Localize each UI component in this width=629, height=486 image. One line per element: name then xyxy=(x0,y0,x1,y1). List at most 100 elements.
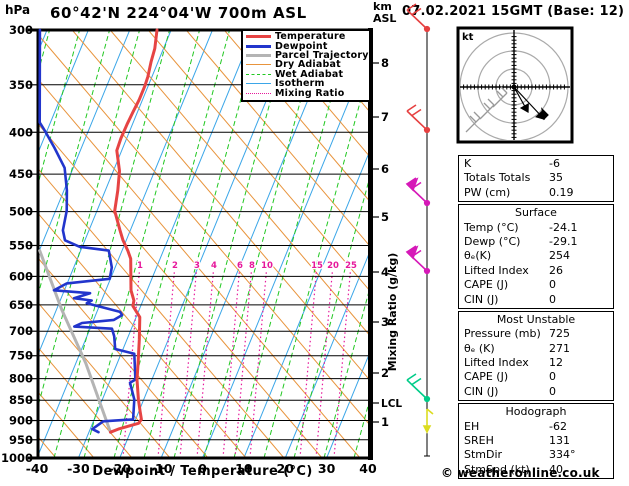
panel-row: CAPE (J) 0 xyxy=(459,370,613,384)
dewpoint-curve xyxy=(38,28,137,434)
mixing-ratio-line xyxy=(222,269,241,458)
indices-panel: Most Unstable Pressure (mb) 725 θₑ (K) 271 Li… xyxy=(458,310,614,402)
wet-adiabat-line xyxy=(113,30,231,458)
temperature-tick-label: -20 xyxy=(108,461,131,476)
legend-item: Temperature xyxy=(243,31,369,42)
legend-item: Isotherm xyxy=(243,78,369,89)
altitude-tick-label: 4 xyxy=(381,265,389,279)
wet-adiabat-line xyxy=(53,30,171,458)
panel-row: θₑ(K) 254 xyxy=(459,249,613,263)
panel-row: Dewp (°C) -29.1 xyxy=(459,235,613,249)
wind-barb-tick xyxy=(406,3,417,11)
pressure-tick-label: 350 xyxy=(9,78,33,92)
hodograph-gray-barb xyxy=(492,86,508,108)
dry-adiabat-line xyxy=(37,256,209,458)
panel-row-value: 0 xyxy=(549,370,556,384)
dry-adiabat-line xyxy=(71,30,368,379)
altitude-unit-km: km xyxy=(373,0,392,13)
altitude-axis: 8 7 6 5 4 3 2 1 LCL xyxy=(373,56,402,429)
wet-adiabat-line xyxy=(83,30,201,458)
mixing-ratio-label: 20 xyxy=(327,261,339,271)
wind-barb-staff xyxy=(405,3,434,457)
panel-row: Temp (°C) -24.1 xyxy=(459,221,613,235)
hodograph: kt xyxy=(456,26,574,144)
mixing-ratio-line xyxy=(157,269,176,458)
panel-row-value: 40 xyxy=(549,462,563,476)
legend-line-sample xyxy=(246,64,271,66)
panel-header: Surface xyxy=(515,206,557,220)
wind-barb xyxy=(406,3,431,33)
altitude-tick-label: 1 xyxy=(381,415,389,429)
hodograph-gray-barb xyxy=(479,98,495,120)
indices-panel: K -6 Totals Totals 35 PW (cm) 0.19 xyxy=(458,155,614,203)
panel-row-label: StmSpd (kt) xyxy=(464,462,530,476)
gray-barb-tick xyxy=(487,98,495,106)
panel-row: K -6 xyxy=(459,157,613,171)
panel-header: Hodograph xyxy=(505,405,567,419)
panel-header: Most Unstable xyxy=(496,312,576,326)
wind-barb xyxy=(406,104,431,134)
wind-barb-tick xyxy=(426,408,434,415)
wind-barb-tick xyxy=(406,373,417,381)
dry-adiabat-line xyxy=(37,345,133,458)
lcl-label: LCL xyxy=(381,398,402,410)
wind-barb xyxy=(406,373,431,403)
gray-barb-tick xyxy=(500,86,508,94)
panel-row: CIN (J) 0 xyxy=(459,293,613,307)
altitude-tick-label: 5 xyxy=(381,210,389,224)
temperature-tick-label: 30 xyxy=(318,461,336,476)
panel-row-value: 26 xyxy=(549,263,563,277)
wind-barb xyxy=(405,177,431,207)
panel-row-value: 0 xyxy=(549,278,556,292)
panel-row-value: 0 xyxy=(549,292,556,306)
wind-barb xyxy=(405,245,431,275)
wind-barb-flag xyxy=(405,177,419,192)
altitude-tick-label: 2 xyxy=(381,366,389,380)
pressure-tick-label: 800 xyxy=(9,372,33,386)
dry-adiabat-line xyxy=(37,211,247,458)
gray-barb-stem xyxy=(492,92,508,108)
panel-row-value: 12 xyxy=(549,356,563,370)
panel-row-value: -29.1 xyxy=(549,234,578,248)
mixing-ratio-label: 2 xyxy=(172,261,178,271)
wind-barb-tick xyxy=(411,377,422,386)
station-title: 60°42'N 224°04'W 700m ASL xyxy=(50,4,307,22)
mixing-ratio-axis-title: Mixing Ratio (g/kg) xyxy=(386,253,399,372)
legend-item: Dry Adiabat xyxy=(243,59,369,71)
wet-adiabat-line xyxy=(37,30,141,412)
mixing-ratio-label: 15 xyxy=(311,261,323,271)
dry-adiabat-line xyxy=(147,30,368,290)
parcel-trajectory-curve xyxy=(38,249,112,434)
isotherm-line xyxy=(77,30,255,458)
panel-row-value: 334° xyxy=(549,448,576,462)
indices-panels: K -6 Totals Totals 35 PW (cm) 0.19 Surface Temp… xyxy=(458,155,614,481)
temperature-tick-label: 20 xyxy=(277,461,295,476)
panel-row: CIN (J) 0 xyxy=(459,385,613,399)
panel-row-label: Lifted Index xyxy=(464,263,529,277)
panel-row: CAPE (J) 0 xyxy=(459,278,613,292)
pressure-tick-label: 300 xyxy=(9,23,33,37)
panel-row-label: K xyxy=(464,157,472,170)
altitude-axis-bar xyxy=(368,28,373,460)
panel-row-label: CIN (J) xyxy=(464,384,499,398)
wind-barb-head xyxy=(422,425,432,434)
panel-row: PW (cm) 0.19 xyxy=(459,186,613,200)
altitude-tick-label: 6 xyxy=(381,162,389,176)
panel-row-value: -24.1 xyxy=(549,220,578,234)
isotherm-line xyxy=(37,30,89,157)
gray-barb-stem xyxy=(479,104,495,120)
altitude-tick-label: 7 xyxy=(381,110,389,124)
indices-panel: Hodograph EH -62 SREH 131 StmDir 334° StmSpd (k… xyxy=(458,403,614,480)
legend-item: Parcel Trajectory xyxy=(243,50,369,61)
wind-barb-stem xyxy=(406,9,428,30)
pressure-tick-label: 700 xyxy=(9,324,33,338)
mixing-ratio-line xyxy=(234,269,253,458)
panel-row: StmSpd (kt) 40 xyxy=(459,463,613,477)
panel-row-label: SREH xyxy=(464,434,494,448)
panel-row: SREH 131 xyxy=(459,434,613,448)
x-axis-title: Dewpoint / Temperature (°C) xyxy=(92,464,313,479)
pressure-tick-label: 450 xyxy=(9,167,33,181)
legend-item-label: Dry Adiabat xyxy=(275,59,341,71)
mixing-ratio-label: 25 xyxy=(345,261,357,271)
